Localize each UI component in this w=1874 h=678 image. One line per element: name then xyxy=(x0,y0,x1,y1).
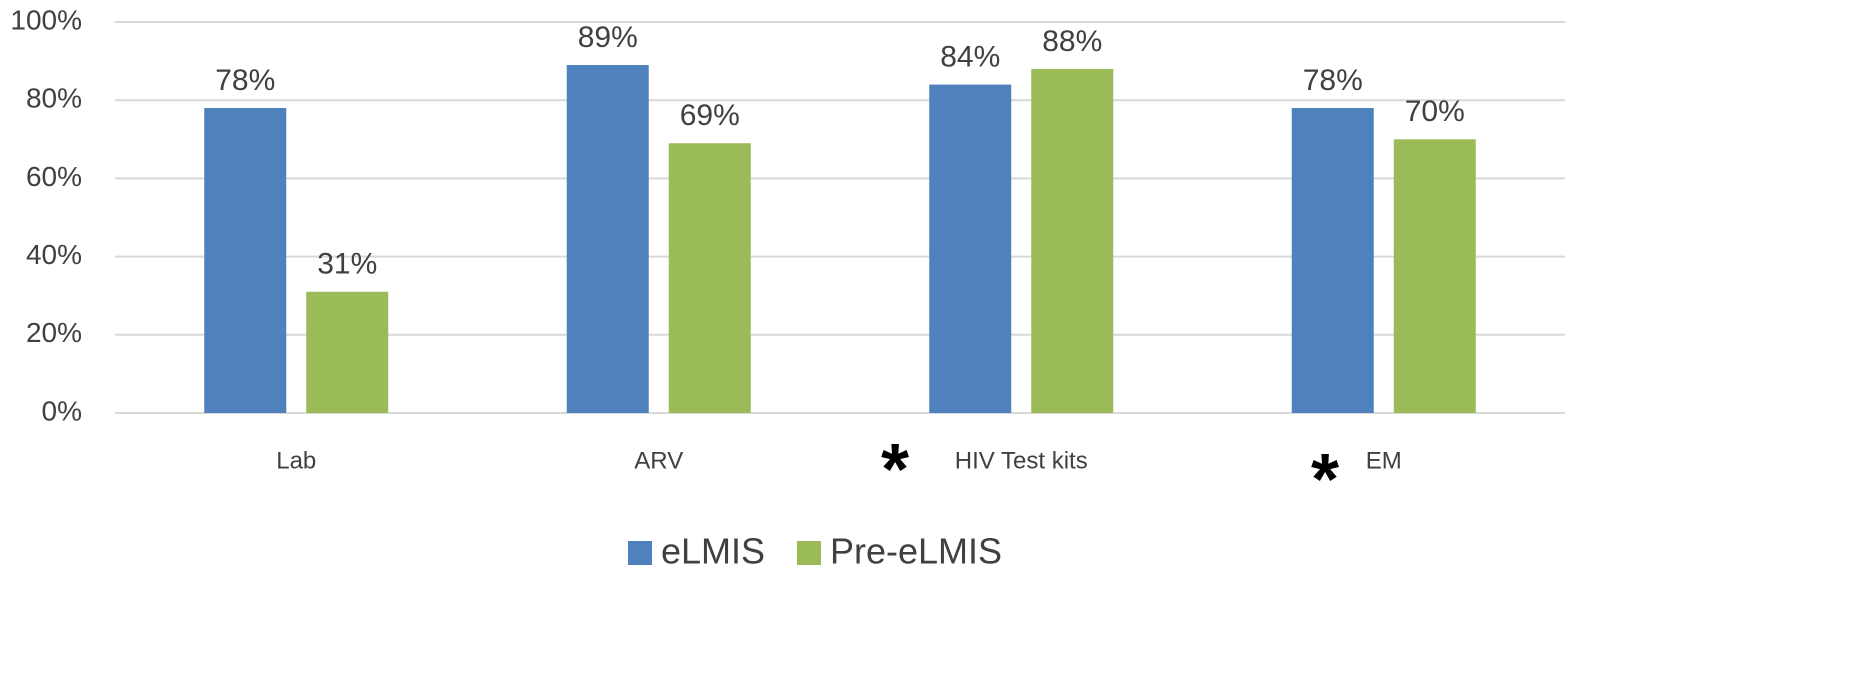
bar xyxy=(566,65,649,413)
bar xyxy=(204,108,287,414)
y-tick-label: 0% xyxy=(42,395,82,426)
data-label: 78% xyxy=(1303,64,1363,97)
legend-label: Pre-eLMIS xyxy=(830,531,1002,572)
y-tick-label: 60% xyxy=(26,161,82,192)
x-tick-label: Lab xyxy=(276,447,316,474)
y-tick-label: 20% xyxy=(26,317,82,348)
y-tick-label: 80% xyxy=(26,83,82,114)
legend-label: eLMIS xyxy=(661,531,765,572)
y-tick-label: 100% xyxy=(10,4,82,35)
bar xyxy=(668,143,751,413)
bar xyxy=(1031,68,1114,414)
bar xyxy=(929,84,1012,413)
data-label: 89% xyxy=(578,21,638,54)
x-tick-label: HIV Test kits xyxy=(955,447,1088,474)
data-label: 69% xyxy=(680,99,740,132)
legend-swatch xyxy=(628,541,652,565)
x-tick-label: ARV xyxy=(634,447,683,474)
data-label: 88% xyxy=(1042,25,1102,58)
annotation: * xyxy=(1311,440,1339,520)
data-label: 70% xyxy=(1405,95,1465,128)
bar xyxy=(1291,108,1374,414)
x-tick-label: EM xyxy=(1366,447,1402,474)
bar xyxy=(306,291,389,413)
bar xyxy=(1393,139,1476,414)
data-label: 31% xyxy=(317,248,377,281)
legend-swatch xyxy=(797,541,821,565)
data-label: 78% xyxy=(215,64,275,97)
y-tick-label: 40% xyxy=(26,239,82,270)
data-label: 84% xyxy=(940,40,1000,73)
annotation: * xyxy=(881,430,909,510)
